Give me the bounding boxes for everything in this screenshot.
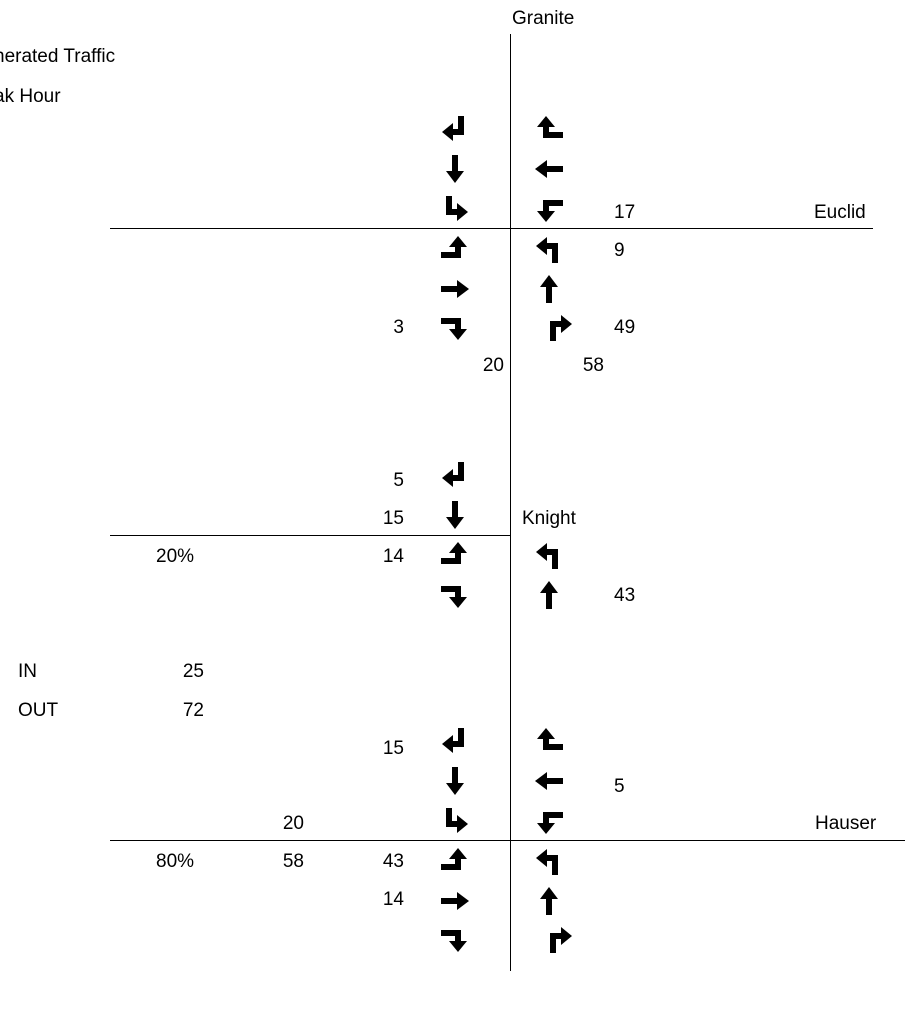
- arrow-north-left-turn-icon: [532, 538, 566, 572]
- in-value: 25: [182, 661, 204, 682]
- hauser-sb-right-volume: 15: [382, 738, 404, 759]
- arrow-north-left-turn-icon: [532, 232, 566, 266]
- arrow-south-right-turn-icon: [438, 112, 472, 146]
- arrow-south-right-turn-icon: [438, 724, 472, 758]
- arrow-south-right-turn-icon: [438, 458, 472, 492]
- hauser-west-in-volume: 58: [282, 851, 304, 872]
- hauser-eb-left-volume: 43: [382, 851, 404, 872]
- arrow-west-left-turn-icon: [532, 804, 566, 838]
- street-label-knight: Knight: [522, 508, 576, 529]
- hauser-trip-distribution: 80%: [156, 851, 195, 872]
- arrow-south-left-turn-icon: [438, 804, 472, 838]
- arrow-west-right-turn-icon: [532, 112, 566, 146]
- arrow-east-thru-icon: [438, 272, 472, 306]
- out-value: 72: [182, 700, 204, 721]
- arrow-north-left-turn-icon: [532, 844, 566, 878]
- arrow-east-left-turn-icon: [438, 232, 472, 266]
- arrow-west-thru-icon: [532, 152, 566, 186]
- euclid-nb-total-volume: 58: [582, 355, 604, 376]
- arrow-west-right-turn-icon: [532, 724, 566, 758]
- arrow-north-right-turn-icon: [542, 922, 576, 956]
- euclid-eb-right-volume: 3: [393, 317, 404, 338]
- euclid-wb-right-volume: 17: [614, 202, 636, 223]
- knight-sb-right-volume: 5: [393, 470, 404, 491]
- arrow-south-thru-icon: [438, 152, 472, 186]
- arrow-north-right-turn-icon: [542, 310, 576, 344]
- hauser-west-out-volume: 20: [282, 813, 304, 834]
- knight-nb-thru-volume: 43: [614, 585, 636, 606]
- arrow-east-right-turn-icon: [438, 922, 472, 956]
- knight-trip-distribution: 20%: [156, 546, 195, 567]
- knight-sb-thru-volume: 15: [382, 508, 404, 529]
- knight-eb-left-volume: 14: [382, 546, 404, 567]
- hauser-road-line: [110, 840, 905, 841]
- arrow-south-thru-icon: [438, 764, 472, 798]
- euclid-nb-right-volume: 49: [614, 317, 636, 338]
- euclid-road-line: [110, 228, 873, 229]
- euclid-nb-left-volume: 9: [614, 240, 625, 261]
- arrow-east-right-turn-icon: [438, 578, 472, 612]
- arrow-north-thru-icon: [532, 272, 566, 306]
- hauser-wb-thru-volume: 5: [614, 776, 625, 797]
- arrow-south-left-turn-icon: [438, 192, 472, 226]
- arrow-north-thru-icon: [532, 578, 566, 612]
- street-label-hauser: Hauser: [815, 813, 877, 834]
- granite-road-line: [510, 34, 511, 971]
- hauser-eb-thru-volume: 14: [382, 889, 404, 910]
- out-label: OUT: [18, 700, 59, 721]
- euclid-sb-total-volume: 20: [482, 355, 504, 376]
- in-label: IN: [18, 661, 37, 682]
- arrow-north-thru-icon: [532, 884, 566, 918]
- knight-road-line: [110, 535, 511, 536]
- arrow-south-thru-icon: [438, 498, 472, 532]
- title-line-2: ak Hour: [0, 86, 61, 107]
- street-label-granite: Granite: [512, 8, 575, 29]
- arrow-east-thru-icon: [438, 884, 472, 918]
- title-line-1: nerated Traffic: [0, 46, 116, 67]
- arrow-west-left-turn-icon: [532, 192, 566, 226]
- street-label-euclid: Euclid: [814, 202, 866, 223]
- arrow-west-thru-icon: [532, 764, 566, 798]
- arrow-east-right-turn-icon: [438, 310, 472, 344]
- arrow-east-left-turn-icon: [438, 844, 472, 878]
- arrow-east-left-turn-icon: [438, 538, 472, 572]
